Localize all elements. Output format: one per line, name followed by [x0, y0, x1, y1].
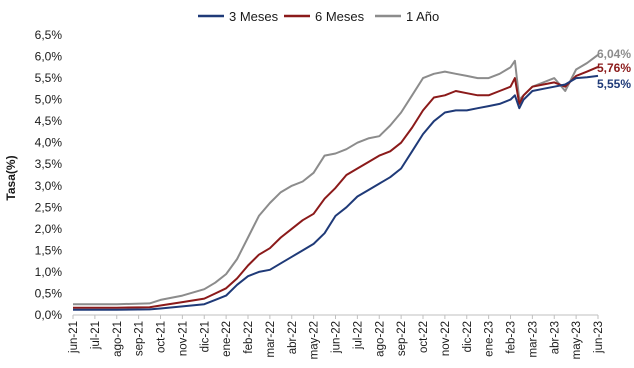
y-tick-label: 2,5% [35, 200, 63, 214]
y-axis-ticks: 0,0% 0,5% 1,0% 1,5% 2,0% 2,5% 3,0% 3,5% 4,0% 4,5%… [35, 28, 63, 322]
x-tick-label: jul-21 [90, 321, 102, 350]
y-tick-label: 5,0% [35, 93, 63, 107]
legend-label-3-meses: 3 Meses [229, 9, 279, 24]
x-tick-label: ago-21 [112, 321, 124, 357]
x-tick-label: jun-22 [331, 321, 343, 354]
x-tick-label: ene-22 [221, 321, 233, 357]
x-tick-label: mar-23 [527, 321, 539, 357]
x-axis-ticks: jun-21 jul-21 ago-21 sep-21 oct-21 nov-21 dic-… [68, 315, 605, 359]
x-tick-label: oct-21 [156, 321, 168, 353]
y-tick-label: 1,0% [35, 265, 63, 279]
series-line-3-meses [73, 74, 599, 311]
end-label-3-meses: 5,55% [597, 77, 631, 91]
y-tick-label: 0,0% [35, 308, 63, 322]
x-tick-label: oct-22 [418, 321, 430, 353]
legend-label-6-meses: 6 Meses [315, 9, 365, 24]
y-tick-label: 6,0% [35, 50, 63, 64]
x-tick-label: ene-23 [484, 321, 496, 357]
series-lines [73, 54, 599, 311]
x-tick-label: may-22 [309, 321, 321, 359]
x-tick-label: sep-21 [134, 321, 146, 356]
x-tick-label: nov-21 [177, 321, 189, 356]
y-axis-label: Tasa(%) [4, 155, 18, 200]
end-label-1-ano: 6,04% [597, 47, 631, 61]
y-tick-label: 3,0% [35, 179, 63, 193]
y-tick-label: 0,5% [35, 286, 63, 300]
y-tick-label: 5,5% [35, 71, 63, 85]
y-tick-label: 4,0% [35, 136, 63, 150]
y-tick-label: 6,5% [35, 28, 63, 42]
legend: 3 Meses 6 Meses 1 Año [198, 9, 439, 24]
x-tick-label: feb-22 [243, 321, 255, 354]
x-tick-label: abr-23 [549, 321, 561, 354]
x-tick-label: abr-22 [287, 321, 299, 354]
x-tick-label: dic-22 [462, 321, 474, 352]
x-tick-label: may-23 [571, 321, 583, 359]
x-tick-label: jul-22 [352, 321, 364, 350]
end-label-6-meses: 5,76% [597, 61, 631, 75]
y-tick-label: 2,0% [35, 222, 63, 236]
x-tick-label: mar-22 [265, 321, 277, 357]
x-tick-label: jun-23 [593, 321, 605, 354]
x-tick-label: sep-22 [396, 321, 408, 356]
x-tick-label: ago-22 [374, 321, 386, 357]
y-tick-label: 1,5% [35, 243, 63, 257]
series-line-6-meses [73, 65, 599, 309]
y-tick-label: 4,5% [35, 114, 63, 128]
legend-label-1-ano: 1 Año [406, 9, 439, 24]
x-tick-label: feb-23 [506, 321, 518, 354]
x-tick-label: dic-21 [199, 321, 211, 352]
x-tick-label: nov-22 [440, 321, 452, 356]
series-line-1-ano [73, 54, 599, 306]
y-tick-label: 3,5% [35, 157, 63, 171]
x-tick-label: jun-21 [68, 321, 80, 354]
